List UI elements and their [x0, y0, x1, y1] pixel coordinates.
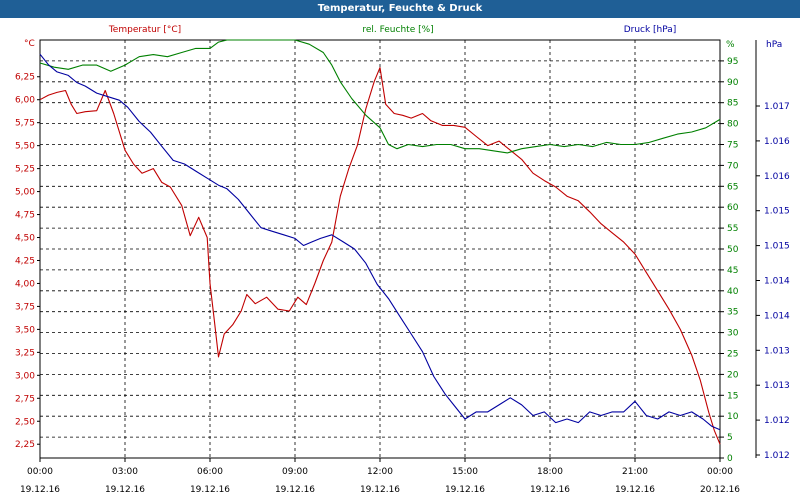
humidity-tick-label: 10 — [727, 412, 739, 422]
x-tick-time: 12:00 — [367, 467, 393, 477]
humidity-tick-label: 70 — [727, 161, 739, 171]
pressure-tick-label: 1.014 — [764, 277, 790, 287]
temperature-tick-label: 4,75 — [15, 211, 35, 221]
x-tick-time: 06:00 — [197, 467, 223, 477]
axis-ticks: 00:00 19.12.16 03:00 19.12.16 06:00 19.12.16 0… — [15, 57, 790, 495]
humidity-header: rel. Feuchte [%] — [362, 25, 433, 35]
humidity-tick-label: 5 — [727, 433, 733, 443]
pressure-tick-label: 1.013 — [764, 381, 790, 391]
temperature-tick-label: 2,50 — [15, 417, 35, 427]
temperature-tick-label: 2,25 — [15, 440, 35, 450]
humidity-tick-label: 60 — [727, 203, 739, 213]
temperature-tick-label: 3,50 — [15, 325, 35, 335]
pressure-tick-label: 1.016 — [764, 137, 790, 147]
temperature-tick-label: 5,75 — [15, 119, 35, 129]
humidity-tick-label: 20 — [727, 370, 739, 380]
x-tick-date: 19.12.16 — [190, 485, 230, 495]
series-line-humidity — [39, 39, 721, 154]
x-tick-time: 15:00 — [452, 467, 478, 477]
x-tick-time: 03:00 — [112, 467, 138, 477]
humidity-unit-label: % — [726, 40, 735, 50]
humidity-tick-label: 85 — [727, 99, 738, 109]
temperature-tick-label: 4,00 — [15, 279, 35, 289]
pressure-tick-label: 1.015 — [764, 242, 790, 252]
pressure-unit-label: hPa — [766, 40, 782, 50]
x-tick-time: 09:00 — [282, 467, 308, 477]
humidity-tick-label: 35 — [727, 308, 738, 318]
temperature-tick-label: 4,25 — [15, 256, 35, 266]
x-tick-date: 19.12.16 — [105, 485, 145, 495]
series-line-temperature — [39, 67, 721, 445]
x-tick-time: 00:00 — [27, 467, 53, 477]
series-line-pressure — [39, 53, 721, 431]
temperature-header: Temperatur [°C] — [108, 25, 181, 35]
humidity-tick-label: 50 — [727, 245, 739, 255]
x-tick-time: 18:00 — [537, 467, 563, 477]
pressure-tick-label: 1.014 — [764, 311, 790, 321]
x-tick-date: 19.12.16 — [615, 485, 655, 495]
right-axis-strip — [756, 40, 800, 458]
x-tick-date: 19.12.16 — [360, 485, 400, 495]
temperature-tick-label: 5,50 — [15, 142, 35, 152]
temperature-tick-label: 5,25 — [15, 165, 35, 175]
temperature-tick-label: 3,25 — [15, 348, 35, 358]
series-lines — [39, 39, 721, 445]
x-tick-date: 20.12.16 — [700, 485, 740, 495]
humidity-tick-label: 45 — [727, 266, 738, 276]
x-tick-date: 19.12.16 — [275, 485, 315, 495]
pressure-tick-label: 1.012 — [764, 451, 790, 461]
humidity-tick-label: 65 — [727, 182, 738, 192]
pressure-tick-label: 1.013 — [764, 346, 790, 356]
pressure-header: Druck [hPa] — [624, 25, 677, 35]
pressure-tick-label: 1.017 — [764, 102, 790, 112]
humidity-tick-label: 0 — [727, 454, 733, 464]
x-tick-time: 21:00 — [622, 467, 648, 477]
temperature-tick-label: 4,50 — [15, 234, 35, 244]
pressure-tick-label: 1.012 — [764, 416, 790, 426]
pressure-tick-label: 1.015 — [764, 207, 790, 217]
chart-svg: 00:00 19.12.16 03:00 19.12.16 06:00 19.12.16 0… — [0, 18, 800, 500]
temperature-tick-label: 3,00 — [15, 371, 35, 381]
x-tick-time: 00:00 — [707, 467, 733, 477]
temperature-unit-label: °C — [24, 39, 35, 49]
humidity-tick-label: 75 — [727, 141, 738, 151]
humidity-tick-label: 80 — [727, 120, 739, 130]
temperature-tick-label: 3,75 — [15, 302, 35, 312]
x-tick-date: 19.12.16 — [445, 485, 485, 495]
humidity-tick-label: 55 — [727, 224, 738, 234]
humidity-tick-label: 95 — [727, 57, 738, 67]
humidity-tick-label: 25 — [727, 350, 738, 360]
pressure-tick-label: 1.016 — [764, 172, 790, 182]
humidity-tick-label: 40 — [727, 287, 739, 297]
x-tick-date: 19.12.16 — [20, 485, 60, 495]
temperature-tick-label: 5,00 — [15, 188, 35, 198]
humidity-tick-label: 90 — [727, 78, 739, 88]
humidity-tick-label: 15 — [727, 391, 738, 401]
humidity-tick-label: 30 — [727, 329, 739, 339]
temperature-tick-label: 6,00 — [15, 96, 35, 106]
chart-title: Temperatur, Feuchte & Druck — [0, 0, 800, 18]
temperature-tick-label: 6,25 — [15, 73, 35, 83]
temperature-tick-label: 2,75 — [15, 394, 35, 404]
x-tick-date: 19.12.16 — [530, 485, 570, 495]
